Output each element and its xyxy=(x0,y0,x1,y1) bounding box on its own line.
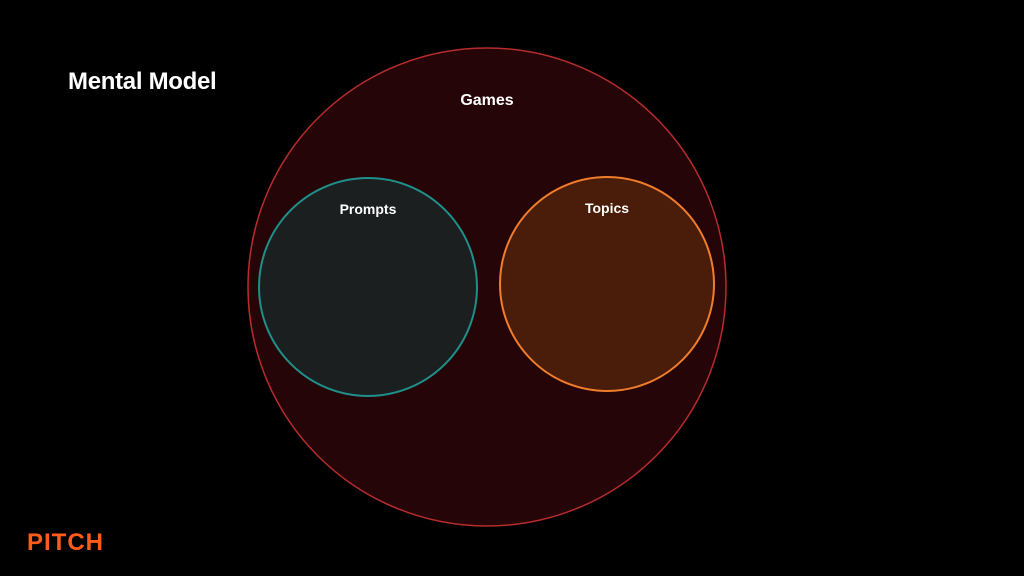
pitch-logo: PITCH xyxy=(27,529,104,557)
prompts-label: Prompts xyxy=(340,201,397,217)
topics-label: Topics xyxy=(585,200,629,216)
games-label: Games xyxy=(460,92,513,109)
